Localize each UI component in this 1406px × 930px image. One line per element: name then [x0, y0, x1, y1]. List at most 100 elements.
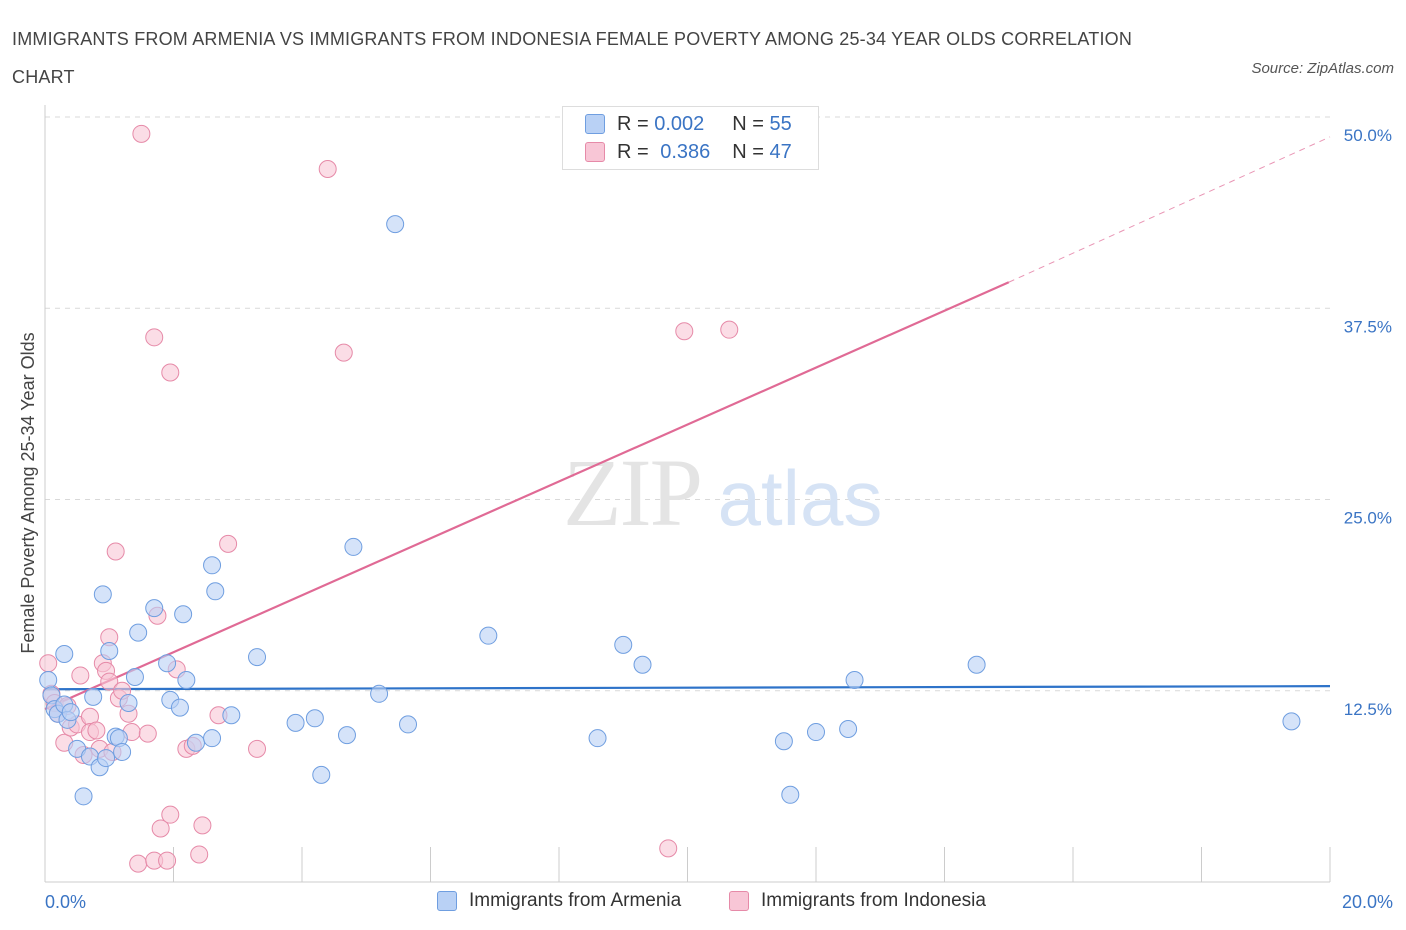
- armenia-point-34: [286, 713, 305, 732]
- armenia-point-14: [97, 749, 116, 768]
- chart-title: IMMIGRANTS FROM ARMENIA VS IMMIGRANTS FR…: [12, 29, 1133, 87]
- armenia-point-47: [781, 785, 800, 804]
- watermark: ZIP atlas: [563, 439, 882, 546]
- armenia-point-20: [125, 667, 144, 686]
- y-axis-label: Female Poverty Among 25-34 Year Olds: [18, 332, 38, 653]
- indonesia-point-30: [151, 819, 170, 838]
- bottom-indonesia-label: Immigrants from Indonesia: [761, 890, 986, 911]
- indonesia-point-45: [675, 322, 694, 341]
- indonesia-point-0: [39, 654, 58, 673]
- indonesia-point-37: [190, 845, 209, 864]
- indonesia-point-12: [87, 721, 106, 740]
- armenia-point-48: [807, 723, 825, 742]
- bottom-armenia-swatch: [437, 891, 457, 911]
- indonesia-point-43: [334, 343, 353, 362]
- armenia-r-value: 0.002: [654, 112, 705, 135]
- armenia-point-22: [145, 599, 164, 618]
- indonesia-point-41: [248, 739, 267, 758]
- armenia-point-49: [839, 720, 858, 738]
- indonesia-point-38: [193, 816, 212, 835]
- armenia-point-43: [588, 729, 607, 748]
- armenia-n-label: N =: [732, 112, 770, 135]
- axes: [44, 105, 1331, 883]
- bottom-armenia-label: Immigrants from Armenia: [469, 890, 682, 911]
- legend-row-indonesia: R = 0.386 N = 47: [585, 140, 792, 164]
- armenia-point-35: [305, 709, 324, 728]
- indonesia-point-19: [106, 542, 125, 561]
- indonesia-point-46: [720, 320, 739, 339]
- indonesia-r-label: R =: [617, 140, 655, 163]
- y-tick-label-0: 12.5%: [1344, 700, 1392, 719]
- armenia-point-25: [170, 698, 189, 717]
- armenia-point-46: [774, 732, 793, 751]
- armenia-point-23: [158, 654, 177, 673]
- indonesia-point-24: [129, 854, 148, 873]
- indonesia-point-33: [161, 363, 180, 382]
- armenia-point-0: [39, 671, 58, 690]
- x-tick-label-0: 0.0%: [45, 892, 86, 912]
- y-tick-label-2: 37.5%: [1344, 317, 1392, 336]
- indonesia-n-label: N =: [732, 140, 770, 163]
- y-tick-label-1: 25.0%: [1344, 509, 1392, 528]
- armenia-point-33: [248, 648, 267, 667]
- armenia-point-26: [174, 605, 193, 624]
- armenia-trend-line: [44, 685, 1331, 691]
- indonesia-swatch: [585, 142, 605, 162]
- bottom-legend-indonesia: Immigrants from Indonesia: [729, 890, 986, 912]
- trend-lines: [44, 136, 1331, 711]
- indonesia-point-16: [100, 672, 119, 691]
- armenia-point-40: [386, 215, 405, 234]
- bottom-legend-armenia: Immigrants from Armenia: [437, 890, 681, 912]
- armenia-n-value: 55: [769, 112, 792, 135]
- legend-row-armenia: R = 0.002 N = 55: [585, 112, 792, 136]
- watermark-atlas: atlas: [718, 454, 883, 542]
- indonesia-trend-extension: [1008, 136, 1331, 283]
- armenia-point-5: [55, 645, 74, 664]
- indonesia-trend-line: [44, 281, 1010, 711]
- indonesia-point-26: [138, 724, 157, 743]
- armenia-point-51: [967, 655, 986, 674]
- indonesia-point-31: [158, 851, 177, 870]
- indonesia-point-40: [219, 534, 238, 553]
- indonesia-point-44: [659, 839, 678, 858]
- armenia-point-21: [129, 623, 148, 642]
- armenia-point-36: [312, 765, 331, 784]
- armenia-point-52: [1282, 712, 1301, 731]
- armenia-point-44: [614, 635, 633, 654]
- source-label: Source: ZipAtlas.com: [1251, 60, 1394, 77]
- indonesia-n-value: 47: [769, 140, 792, 163]
- indonesia-point-42: [318, 160, 337, 179]
- tick-labels: 12.5% 25.0% 37.5% 50.0% 0.0% 20.0%: [45, 126, 1393, 912]
- indonesia-point-28: [145, 328, 164, 347]
- armenia-point-38: [344, 537, 363, 556]
- armenia-swatch: [585, 114, 605, 134]
- armenia-point-28: [186, 733, 205, 752]
- indonesia-point-8: [71, 666, 90, 685]
- data-points: [39, 124, 1301, 873]
- armenia-point-15: [100, 641, 119, 660]
- armenia-r-label: R =: [617, 112, 655, 135]
- stats-legend: R = 0.002 N = 55 R = 0.386 N = 47: [562, 106, 819, 170]
- armenia-point-18: [113, 742, 132, 761]
- armenia-point-13: [93, 585, 112, 604]
- x-tick-label-1: 20.0%: [1342, 892, 1393, 912]
- armenia-point-29: [203, 729, 222, 748]
- armenia-point-39: [370, 684, 389, 703]
- armenia-point-30: [203, 556, 222, 575]
- y-tick-label-3: 50.0%: [1344, 126, 1392, 145]
- grid-lines: [45, 116, 1330, 692]
- bottom-indonesia-swatch: [729, 891, 749, 911]
- indonesia-r-value: 0.386: [660, 140, 711, 163]
- armenia-point-50: [845, 671, 864, 690]
- watermark-zip: ZIP: [563, 439, 701, 546]
- indonesia-point-32: [161, 805, 180, 824]
- armenia-point-31: [206, 582, 225, 601]
- armenia-point-37: [337, 726, 356, 745]
- armenia-point-11: [84, 687, 103, 706]
- armenia-point-45: [633, 655, 652, 674]
- armenia-point-27: [177, 671, 196, 690]
- armenia-point-42: [479, 626, 498, 645]
- armenia-point-19: [119, 693, 138, 712]
- indonesia-point-25: [132, 124, 151, 143]
